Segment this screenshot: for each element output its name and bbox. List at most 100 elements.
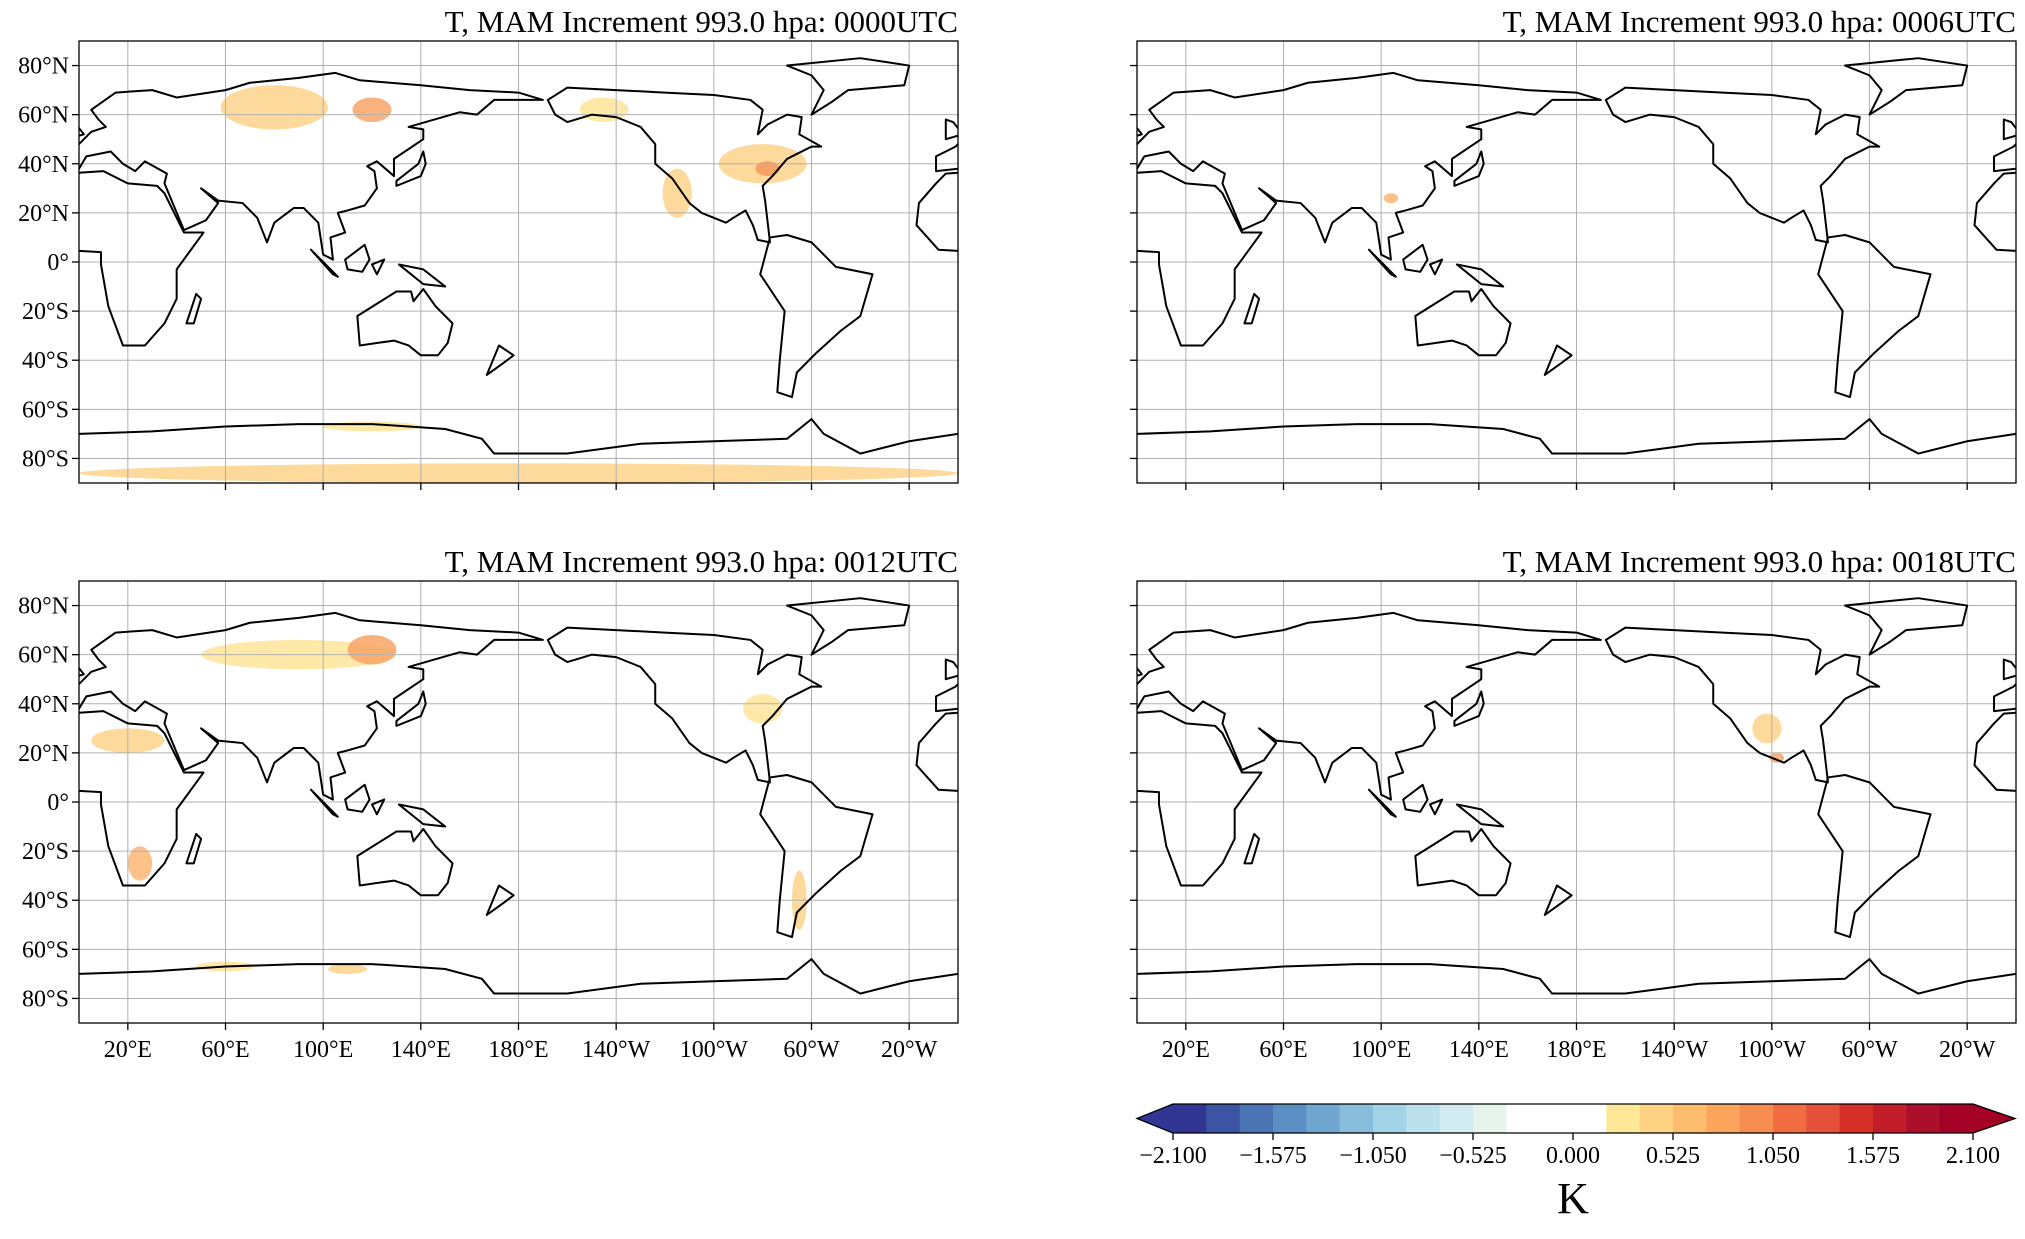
coastline	[1543, 884, 1573, 916]
lon-tick-label: 20°W	[881, 1037, 938, 1063]
map-area	[79, 41, 1751, 483]
coastline	[1414, 828, 1512, 897]
map-area	[1137, 581, 2016, 1023]
coastline	[1190, 250, 1217, 277]
colorbar-cell	[1273, 1104, 1307, 1133]
coastline	[79, 710, 205, 887]
lat-tick-label: 20°N	[18, 201, 69, 227]
coastline	[1243, 832, 1261, 865]
coastline	[356, 828, 454, 897]
coastline	[1367, 248, 1397, 278]
coastline	[1993, 142, 2016, 173]
coastline	[1844, 57, 1969, 116]
coastline	[79, 126, 85, 137]
lat-tick-label: 60°S	[22, 937, 69, 963]
coastline	[1137, 957, 2016, 995]
lat-tick-label: 80°S	[22, 986, 69, 1012]
coastline	[2002, 658, 2016, 681]
increment-shading	[352, 97, 392, 123]
colorbar-cell	[1406, 1104, 1441, 1133]
colorbar-label: K	[1557, 1174, 1589, 1223]
colorbar-tick-label: 1.575	[1846, 1143, 1900, 1169]
map-panel: 80°N 60°N 40°N 20°N 0° 20°S 40°S 60°S 80°S T, MAM…	[18, 4, 1751, 490]
coastline	[79, 666, 85, 677]
colorbar-cell	[1639, 1104, 1674, 1133]
panel-frame	[1136, 40, 2017, 484]
coastline	[915, 171, 958, 252]
lon-tick-label: 100°E	[1351, 1037, 1411, 1063]
coastline	[485, 344, 515, 376]
coastline	[1817, 773, 1932, 939]
colorbar-cell	[1306, 1104, 1341, 1133]
coastline	[79, 417, 958, 455]
colorbar-tick-label: −0.525	[1439, 1143, 1507, 1169]
colorbar-tick-label: 1.050	[1746, 1143, 1800, 1169]
colorbar-cell	[1206, 1104, 1241, 1133]
coastline	[935, 682, 958, 713]
coastline	[1137, 126, 1143, 137]
colorbar-tick-label: 2.100	[1946, 1143, 2000, 1169]
coastline	[1278, 804, 1324, 826]
lon-tick-label: 60°W	[783, 1037, 840, 1063]
coastline	[1429, 798, 1444, 816]
coastline	[395, 690, 427, 727]
lon-tick-label: 60°W	[1841, 1037, 1898, 1063]
colorbar-extend-low	[1137, 1104, 1173, 1133]
coastline	[395, 150, 427, 187]
coastline	[1137, 71, 1602, 261]
coastline	[1973, 711, 2016, 792]
coastline	[1243, 292, 1261, 325]
panel-title: T, MAM Increment 993.0 hpa: 0000UTC	[445, 4, 958, 39]
colorbar-tick-label: −2.100	[1139, 1143, 1207, 1169]
increment-shading	[1752, 713, 1782, 744]
colorbar-cell	[1239, 1104, 1274, 1133]
coastline	[485, 884, 515, 916]
lat-tick-label: 20°S	[22, 299, 69, 325]
increment-shading	[662, 168, 692, 218]
colorbar-cell	[1773, 1104, 1807, 1133]
colorbar-extend-high	[1973, 1104, 2015, 1133]
lon-tick-label: 140°E	[1449, 1037, 1509, 1063]
increment-shading	[328, 964, 368, 974]
coastline	[1137, 611, 1602, 801]
coastline	[1190, 790, 1217, 817]
colorbar-cell	[1806, 1104, 1841, 1133]
coastline	[1666, 598, 1788, 654]
map-panel: 80°N 60°N 40°N 20°N 0° 20°S 40°S 60°S 80°S 20°E 60…	[18, 544, 1788, 1063]
coastline	[344, 783, 371, 813]
colorbar: −2.100 −1.575 −1.050 −0.525 0.000 0.525 1.050 1…	[1135, 1103, 2017, 1223]
lon-tick-label: 100°W	[680, 1037, 749, 1063]
lon-tick-label: 180°E	[488, 1037, 548, 1063]
coastline	[786, 57, 911, 116]
coastline	[1427, 628, 1700, 783]
lat-tick-label: 60°S	[22, 397, 69, 423]
coastline	[344, 243, 371, 273]
increment-shading	[743, 693, 783, 724]
colorbar-tick-label: −1.575	[1239, 1143, 1307, 1169]
lon-tick-label: 100°E	[293, 1037, 353, 1063]
colorbar-tick-label: 0.525	[1646, 1143, 1700, 1169]
coastline	[1414, 288, 1512, 357]
colorbar-cell	[1539, 1104, 1574, 1133]
coastline	[309, 248, 339, 278]
coastline	[397, 803, 447, 828]
increment-shading	[1383, 193, 1399, 204]
coastline	[356, 288, 454, 357]
coastline	[1402, 243, 1429, 273]
lat-tick-label: 60°N	[18, 643, 69, 669]
coastline	[1844, 597, 1969, 656]
coastline	[944, 658, 958, 681]
coastline	[185, 292, 203, 325]
lat-tick-label: 80°N	[18, 594, 69, 620]
coastline	[79, 957, 958, 995]
panel-frame	[78, 40, 959, 484]
coastline	[371, 258, 386, 276]
lat-tick-label: 0°	[47, 790, 69, 816]
coastline	[185, 832, 203, 865]
map-area	[1137, 41, 2016, 483]
lat-tick-label: 20°N	[18, 741, 69, 767]
coastline	[79, 611, 544, 801]
coastline	[1639, 235, 1751, 397]
lon-tick-label: 20°W	[1939, 1037, 1996, 1063]
